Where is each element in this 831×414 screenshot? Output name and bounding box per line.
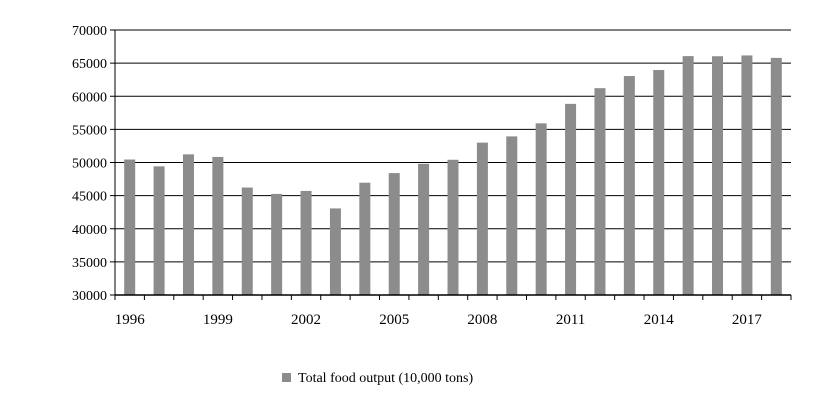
bar	[271, 193, 283, 295]
bar	[653, 70, 665, 295]
bar	[565, 103, 577, 296]
bar	[329, 208, 341, 295]
bar	[153, 166, 165, 295]
x-tick-labels: 1996 1999 2002 2005 2008 2011 2014 2017	[115, 312, 763, 328]
y-tick-label: 35000	[72, 256, 107, 271]
bar	[741, 55, 753, 295]
bar	[388, 173, 400, 295]
x-tick-label: 2014	[644, 312, 675, 328]
bar	[182, 154, 194, 295]
bar	[594, 88, 606, 295]
bar	[506, 136, 518, 295]
bar	[212, 156, 224, 295]
y-tick-label: 45000	[72, 190, 107, 205]
x-tick-label: 2005	[379, 312, 409, 328]
legend-label: Total food output (10,000 tons)	[298, 371, 474, 386]
x-tick-label: 2017	[732, 312, 763, 328]
axes	[114, 30, 792, 300]
legend: Total food output (10,000 tons)	[282, 371, 474, 386]
y-tick-label: 55000	[72, 123, 107, 138]
bar	[770, 57, 782, 295]
bar	[359, 182, 371, 295]
y-tick-label: 60000	[72, 90, 107, 105]
bar	[447, 159, 459, 295]
bar	[418, 163, 430, 295]
y-tick-label: 30000	[72, 289, 107, 304]
x-tick-label: 1996	[115, 312, 146, 328]
y-tick-label: 40000	[72, 223, 107, 238]
bar	[124, 159, 136, 295]
y-tick-label: 70000	[72, 24, 107, 39]
x-tick-label: 2008	[467, 312, 497, 328]
bars	[124, 55, 782, 296]
x-tick-label: 2011	[556, 312, 585, 328]
bar	[300, 190, 312, 295]
legend-swatch	[282, 373, 291, 382]
y-tick-label: 50000	[72, 157, 107, 172]
y-tick-label: 65000	[72, 57, 107, 72]
bar	[241, 187, 253, 295]
bar	[476, 142, 488, 295]
bar	[623, 76, 635, 295]
x-tick-label: 1999	[203, 312, 233, 328]
y-tick-labels: 30000 35000 40000 45000 50000 55000 60000 65000…	[72, 24, 107, 304]
x-tick-label: 2002	[291, 312, 321, 328]
bar	[712, 56, 724, 295]
bar	[535, 123, 547, 295]
bar	[682, 56, 694, 295]
